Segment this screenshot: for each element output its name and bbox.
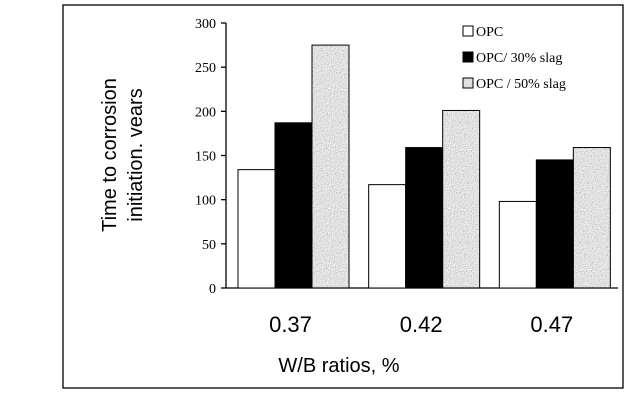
bar-3-0-47 (572, 147, 611, 289)
y-axis-title-line2: initiation. vears (125, 88, 147, 221)
x-tick-label: 0.47 (530, 312, 573, 337)
legend-swatch-2 (462, 51, 474, 63)
bar-1-0-42 (368, 184, 407, 289)
y-tick-label: 0 (209, 282, 216, 297)
legend-swatch-3 (462, 77, 474, 89)
legend: OPC OPC/ 30% slag OPC / 50% slag (462, 25, 566, 92)
bar-2-0-42 (405, 147, 444, 289)
legend-label-1: OPC (476, 25, 503, 40)
y-axis-title: Time to corrosion initiation. vears (99, 78, 147, 232)
bar-3-0-42 (442, 109, 481, 289)
y-axis-title-line1: Time to corrosion (99, 78, 121, 232)
y-tick-label: 250 (195, 61, 216, 76)
chart-frame (62, 4, 624, 389)
x-ticks: 0.37 0.42 0.47 (269, 312, 573, 337)
bar-1-0-47 (498, 200, 537, 289)
bar-3-0-37 (311, 44, 350, 289)
y-tick-label: 200 (195, 105, 216, 120)
bar-1-0-37 (237, 169, 276, 289)
x-axis-title: W/B ratios, % (278, 355, 399, 377)
bars (237, 44, 611, 289)
x-tick-label: 0.42 (400, 312, 443, 337)
legend-label-2: OPC/ 30% slag (476, 51, 562, 66)
legend-label-3: OPC / 50% slag (476, 77, 566, 92)
y-ticks: 0 50 100 150 200 250 300 (195, 17, 226, 297)
legend-swatch-1 (462, 25, 474, 37)
y-tick-label: 300 (195, 17, 216, 32)
y-tick-label: 50 (202, 238, 216, 253)
y-tick-label: 150 (195, 150, 216, 165)
bar-2-0-37 (274, 122, 313, 289)
x-tick-label: 0.37 (269, 312, 312, 337)
y-tick-label: 100 (195, 194, 216, 209)
bar-2-0-47 (535, 159, 574, 289)
